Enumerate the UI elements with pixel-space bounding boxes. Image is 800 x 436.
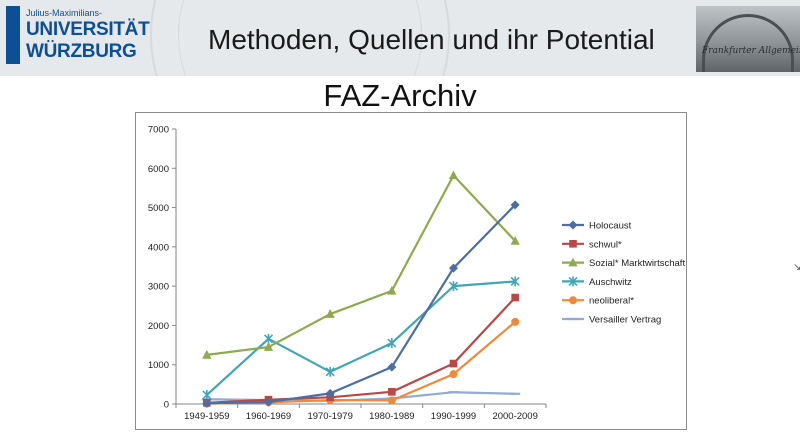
logo-text-line1: Julius-Maximilians- — [26, 8, 103, 18]
data-point — [325, 388, 335, 398]
data-point — [511, 293, 519, 302]
data-point — [388, 388, 396, 396]
data-point — [202, 389, 212, 400]
data-point — [387, 285, 397, 295]
data-point — [449, 263, 458, 273]
legend-label: Holocaust — [589, 221, 632, 232]
data-point — [449, 370, 458, 379]
header-title: Methoden, Quellen und ihr Potential — [208, 24, 655, 55]
x-tick-label: 1980-1989 — [369, 411, 414, 422]
data-point — [449, 359, 458, 368]
series-line — [206, 296, 516, 404]
data-point — [448, 170, 459, 180]
y-tick-label: 3000 — [148, 282, 169, 293]
data-point — [511, 317, 520, 326]
y-tick-label: 7000 — [148, 125, 169, 136]
university-seal-watermark — [150, 0, 450, 76]
x-tick-label: 1949-1959 — [184, 411, 229, 422]
data-point — [202, 349, 212, 359]
legend-label: Sozial* Marktwirtschaft — [589, 258, 685, 269]
data-point — [202, 398, 212, 408]
legend-marker — [569, 296, 577, 305]
data-point — [325, 366, 335, 377]
series-line — [206, 321, 516, 405]
y-tick-label: 5000 — [148, 203, 169, 214]
y-tick-label: 6000 — [148, 164, 169, 175]
logo-bar — [6, 6, 20, 64]
line-chart: 0 1000 2000 3000 4000 5000 6000 7000 1949-1959 19… — [148, 125, 686, 423]
y-tick-label: 2000 — [148, 321, 169, 332]
legend-label: neoliberal* — [589, 296, 634, 307]
mouse-cursor-icon: ↘ — [793, 262, 800, 273]
slide-header: Julius-Maximilians- UNIVERSITÄT WÜRZBURG… — [0, 0, 800, 76]
data-point — [325, 309, 335, 318]
university-logo: Julius-Maximilians- UNIVERSITÄT WÜRZBURG — [6, 6, 150, 64]
legend-marker — [568, 220, 578, 230]
logo-text-line3: WÜRZBURG — [26, 41, 137, 62]
newspaper-building-photo: Frankfurter Allgemeine — [696, 6, 800, 72]
legend-label: Auschwitz — [589, 277, 632, 288]
x-tick-label: 1960-1969 — [246, 411, 291, 422]
data-point — [387, 396, 396, 405]
x-tick-label: 1990-1999 — [431, 411, 476, 422]
series-line — [206, 280, 516, 396]
series-line — [206, 174, 516, 356]
logo-text-line2: UNIVERSITÄT — [26, 19, 150, 40]
legend-label: schwul* — [589, 239, 622, 250]
chart-frame: 0 1000 2000 3000 4000 5000 6000 7000 1949-1959 19… — [135, 112, 687, 430]
data-point — [448, 281, 459, 292]
photo-newspaper-text: Frankfurter Allgemeine — [702, 46, 800, 56]
x-tick-label: 2000-2009 — [492, 411, 537, 422]
data-point — [387, 338, 397, 349]
y-tick-label: 0 — [164, 400, 169, 411]
x-tick-label: 1970-1979 — [307, 411, 352, 422]
legend-label: Versailler Vertrag — [589, 315, 661, 326]
slide-title: FAZ-Archiv — [323, 78, 477, 113]
legend-marker — [569, 240, 577, 248]
data-point — [264, 397, 273, 407]
series-line — [206, 204, 516, 405]
legend-marker — [568, 276, 578, 287]
legend-marker — [568, 257, 578, 267]
data-point — [387, 362, 397, 372]
data-point — [263, 342, 274, 351]
y-tick-label: 4000 — [148, 242, 169, 253]
data-point — [510, 276, 520, 287]
data-point — [510, 235, 520, 245]
y-tick-label: 1000 — [148, 360, 169, 371]
photo-arch — [702, 14, 794, 72]
